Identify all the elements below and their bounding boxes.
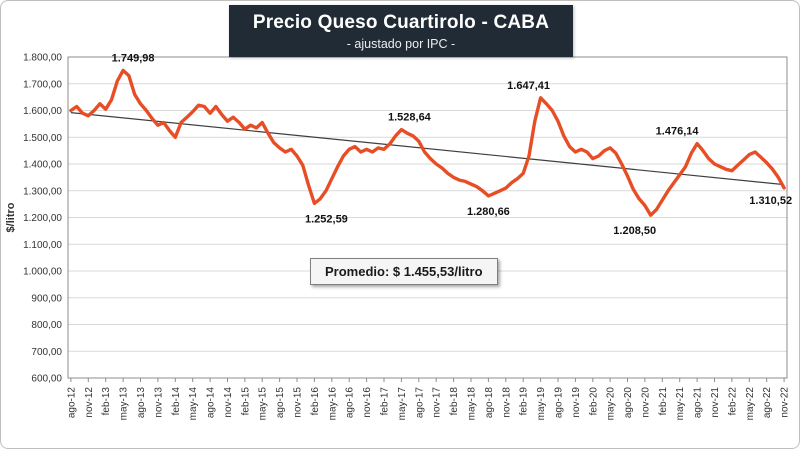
data-label: 1.252,59 [305,213,348,225]
x-tick-label: nov-21 [710,387,721,418]
x-tick-label: may-16 [327,387,338,421]
x-tick-label: feb-19 [519,387,530,416]
x-tick-label: nov-19 [571,387,582,418]
x-tick-label: nov-15 [293,387,304,418]
plot-border [67,56,788,379]
y-axis-title: $/litro [5,202,17,232]
x-tick-label: nov-18 [501,387,512,418]
y-tick-label: 1.100,00 [23,240,62,251]
data-label: 1.208,50 [613,225,656,237]
x-tick-label: may-21 [675,387,686,421]
y-tick-label: 1.800,00 [23,53,62,64]
y-tick-label: 800,00 [31,320,62,331]
y-tick-label: 1.400,00 [23,160,62,171]
x-tick-label: feb-17 [380,387,391,416]
x-tick-label: ago-17 [414,387,425,419]
chart-title: Precio Queso Cuartirolo - CABA [252,11,550,33]
x-tick-label: feb-21 [658,387,669,416]
x-tick-label: feb-18 [449,387,460,416]
x-tick-label: nov-16 [362,387,373,418]
y-tick-label: 1.600,00 [23,106,62,117]
x-tick-label: may-19 [536,387,547,421]
x-tick-label: ago-15 [275,387,286,419]
x-tick-label: nov-14 [223,387,234,418]
x-tick-label: nov-12 [84,387,95,418]
y-tick-label: 1.200,00 [23,213,62,224]
x-tick-label: feb-22 [727,387,738,416]
x-tick-label: may-14 [188,387,199,421]
x-tick-label: feb-20 [588,387,599,416]
y-tick-label: 600,00 [31,374,62,385]
x-tick-label: nov-13 [153,387,164,418]
y-tick-label: 900,00 [31,293,62,304]
trendline [70,112,785,186]
x-tick-label: feb-13 [101,387,112,416]
x-tick-label: may-22 [745,387,756,421]
data-label: 1.476,14 [656,126,700,138]
x-tick-label: feb-16 [310,387,321,416]
average-callout: Promedio: $ 1.455,53/litro [310,258,498,285]
data-label: 1.528,64 [388,112,432,124]
data-label: 1.647,41 [507,80,550,92]
y-tick-label: 1.000,00 [23,267,62,278]
y-tick-label: 1.300,00 [23,186,62,197]
x-tick-label: nov-22 [780,387,791,418]
x-tick-label: ago-13 [136,387,147,419]
y-tick-label: 1.700,00 [23,79,62,90]
y-tick-label: 1.500,00 [23,133,62,144]
x-tick-label: feb-14 [171,387,182,416]
data-label: 1.749,98 [112,52,155,64]
x-tick-label: may-20 [606,387,617,421]
x-tick-label: ago-21 [693,387,704,419]
x-tick-label: may-18 [467,387,478,421]
x-tick-label: may-13 [119,387,130,421]
x-tick-label: ago-22 [762,387,773,419]
data-label: 1.280,66 [467,206,510,218]
data-label: 1.310,52 [749,195,792,207]
x-tick-label: nov-20 [640,387,651,418]
x-tick-label: ago-16 [345,387,356,419]
chart-title-box: Precio Queso Cuartirolo - CABA - ajustad… [229,5,573,57]
y-tick-label: 700,00 [31,347,62,358]
x-tick-label: ago-18 [484,387,495,419]
x-tick-label: ago-19 [554,387,565,419]
price-series-line [69,68,786,217]
x-tick-label: ago-20 [623,387,634,419]
x-tick-label: feb-15 [240,387,251,416]
x-tick-label: ago-12 [66,387,77,419]
chart-subtitle: - ajustado por IPC - [346,36,456,51]
x-tick-label: nov-17 [432,387,443,418]
x-tick-label: may-17 [397,387,408,421]
x-tick-label: ago-14 [206,387,217,419]
x-tick-label: may-15 [258,387,269,421]
